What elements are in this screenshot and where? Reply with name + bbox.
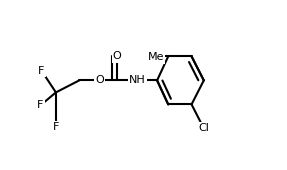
Text: Me: Me <box>148 53 164 63</box>
Text: O: O <box>113 51 121 61</box>
Text: Cl: Cl <box>198 123 209 133</box>
Text: F: F <box>37 100 44 110</box>
Text: F: F <box>53 122 59 132</box>
Text: NH: NH <box>129 75 146 85</box>
Text: O: O <box>95 75 104 85</box>
Text: F: F <box>38 66 44 76</box>
